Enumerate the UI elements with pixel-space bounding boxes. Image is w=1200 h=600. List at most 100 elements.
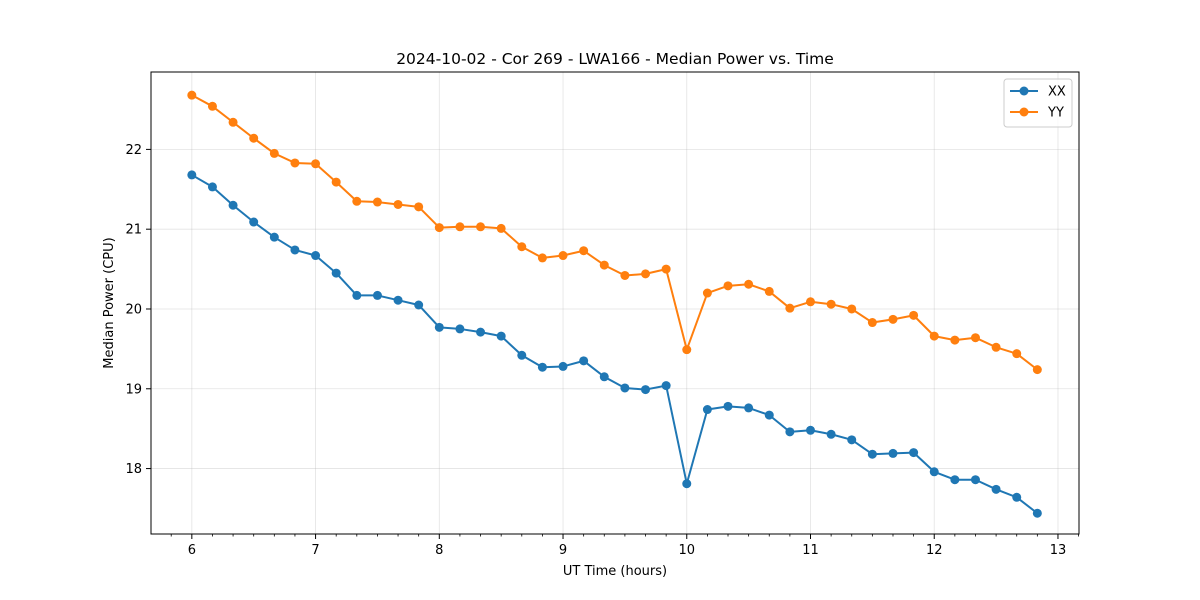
- data-point-yy: [414, 202, 424, 212]
- y-axis-label: Median Power (CPU): [102, 237, 117, 368]
- data-point-yy: [311, 159, 321, 169]
- plot-area-frame: [150, 71, 1080, 535]
- data-point-yy: [970, 333, 980, 343]
- chart-title: 2024-10-02 - Cor 269 - LWA166 - Median P…: [396, 50, 834, 68]
- data-point-yy: [228, 117, 238, 127]
- data-point-yy: [826, 299, 836, 309]
- data-point-yy: [785, 303, 795, 313]
- data-point-xx: [290, 245, 300, 255]
- data-point-yy: [537, 253, 547, 263]
- data-point-xx: [950, 475, 960, 485]
- data-point-xx: [682, 479, 692, 489]
- data-point-yy: [517, 242, 527, 252]
- data-point-xx: [269, 232, 279, 242]
- data-point-xx: [455, 324, 465, 334]
- data-point-yy: [950, 335, 960, 345]
- axis-ticks: 6 7 8 9 10 11 12 13 18 19 20 21 22: [125, 143, 1079, 558]
- data-point-yy: [249, 133, 259, 143]
- data-point-yy: [847, 304, 857, 314]
- x-tick-label: 9: [559, 543, 567, 558]
- data-point-xx: [805, 425, 815, 435]
- data-point-xx: [826, 429, 836, 439]
- data-point-yy: [620, 270, 630, 280]
- data-point-yy: [352, 196, 362, 206]
- data-point-yy: [744, 279, 754, 289]
- data-point-yy: [579, 246, 589, 256]
- data-point-xx: [847, 435, 857, 445]
- data-point-yy: [496, 223, 506, 233]
- data-point-yy: [269, 148, 279, 158]
- data-point-xx: [929, 467, 939, 477]
- data-point-xx: [517, 350, 527, 360]
- data-point-yy: [290, 158, 300, 168]
- data-point-xx: [909, 448, 919, 458]
- data-point-yy: [661, 264, 671, 274]
- x-tick-label: 13: [1050, 543, 1067, 558]
- data-point-yy: [929, 331, 939, 341]
- data-point-xx: [496, 331, 506, 341]
- x-tick-label: 10: [678, 543, 695, 558]
- data-point-yy: [455, 222, 465, 232]
- data-point-yy: [805, 297, 815, 307]
- grid-lines: [151, 72, 1079, 534]
- data-point-xx: [620, 383, 630, 393]
- data-point-xx: [311, 251, 321, 261]
- data-point-xx: [744, 403, 754, 413]
- data-point-yy: [331, 177, 341, 187]
- data-point-xx: [558, 361, 568, 371]
- data-point-xx: [1032, 508, 1042, 518]
- data-point-xx: [970, 475, 980, 485]
- data-point-xx: [372, 290, 382, 300]
- data-point-xx: [476, 327, 486, 337]
- data-point-yy: [641, 269, 651, 279]
- series-layer: [187, 90, 1042, 518]
- data-point-xx: [579, 356, 589, 366]
- data-point-yy: [909, 310, 919, 320]
- data-point-yy: [1012, 349, 1022, 359]
- data-point-xx: [661, 381, 671, 391]
- data-point-yy: [187, 90, 197, 100]
- data-point-xx: [785, 427, 795, 437]
- data-point-yy: [207, 101, 217, 111]
- data-point-xx: [393, 295, 403, 305]
- data-point-xx: [249, 217, 259, 227]
- y-tick-label: 21: [125, 223, 142, 238]
- x-axis-label: UT Time (hours): [563, 564, 667, 579]
- data-point-xx: [537, 362, 547, 372]
- data-point-xx: [764, 410, 774, 420]
- legend: XX YY: [1003, 78, 1073, 128]
- data-point-xx: [331, 268, 341, 278]
- data-point-yy: [434, 223, 444, 233]
- data-point-yy: [991, 342, 1001, 352]
- legend-label-xx: XX: [1048, 85, 1066, 100]
- x-tick-label: 12: [926, 543, 943, 558]
- data-point-yy: [372, 197, 382, 207]
- data-point-yy: [867, 318, 877, 328]
- legend-marker-xx: [1019, 86, 1029, 96]
- data-point-yy: [1032, 365, 1042, 375]
- data-point-yy: [764, 286, 774, 296]
- legend-marker-yy: [1019, 107, 1029, 117]
- data-point-yy: [682, 345, 692, 355]
- data-point-xx: [187, 170, 197, 180]
- y-tick-label: 22: [125, 143, 142, 158]
- data-point-yy: [702, 288, 712, 298]
- data-point-yy: [723, 281, 733, 291]
- data-point-xx: [702, 405, 712, 415]
- data-point-xx: [414, 300, 424, 310]
- y-tick-label: 20: [125, 302, 142, 317]
- data-point-xx: [1012, 492, 1022, 502]
- x-tick-label: 11: [802, 543, 819, 558]
- data-point-yy: [599, 260, 609, 270]
- data-point-xx: [599, 372, 609, 382]
- data-point-xx: [352, 290, 362, 300]
- x-tick-label: 7: [311, 543, 319, 558]
- y-tick-label: 19: [125, 382, 142, 397]
- y-tick-label: 18: [125, 462, 142, 477]
- data-point-yy: [888, 314, 898, 324]
- data-point-xx: [641, 385, 651, 395]
- data-point-xx: [723, 401, 733, 411]
- data-point-xx: [867, 449, 877, 459]
- data-point-yy: [476, 222, 486, 232]
